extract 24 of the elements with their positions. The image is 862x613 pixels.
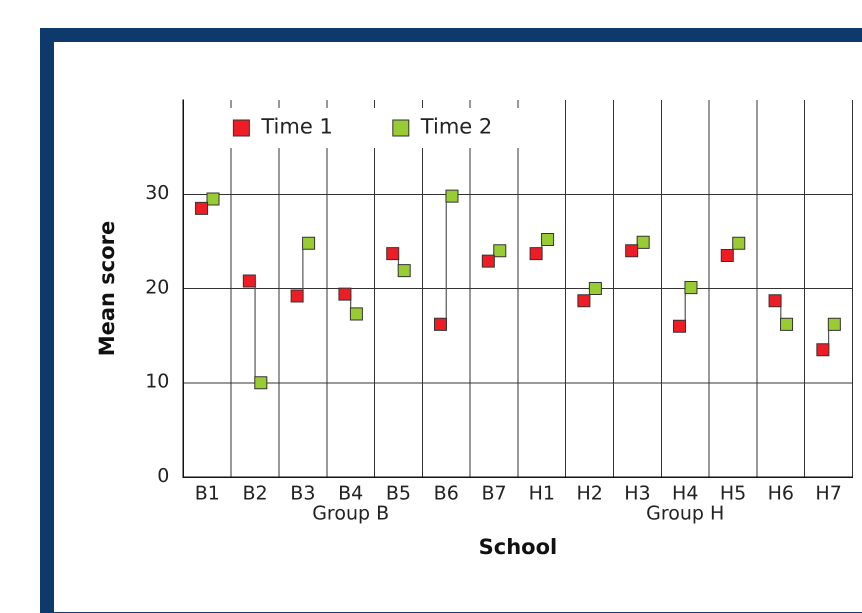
x-tick-label: B5 — [386, 482, 412, 504]
text: Group B — [312, 502, 390, 524]
x-tick-label: H7 — [815, 482, 842, 504]
text: Group H — [646, 502, 724, 524]
x-tick-label: B1 — [194, 482, 220, 504]
x-tick-label: H4 — [672, 482, 698, 504]
y-axis-title: Mean score — [95, 220, 120, 356]
x-tick-label: B7 — [481, 482, 507, 504]
x-tick-label: B4 — [338, 482, 364, 504]
x-tick-label: B6 — [434, 482, 459, 504]
legend-label: Time 2 — [420, 114, 492, 138]
x-axis-title: School — [478, 534, 558, 559]
x-tick-label: B3 — [290, 482, 316, 504]
x-tick-label: H2 — [576, 482, 603, 504]
x-tick-label: H1 — [528, 482, 556, 504]
x-tick-label: H5 — [720, 482, 746, 504]
x-tick-label: B2 — [242, 482, 268, 504]
x-tick-label: H3 — [624, 482, 651, 504]
y-tick-label: 10 — [145, 370, 170, 393]
legend-label: Time 1 — [260, 114, 333, 138]
x-tick-label: H6 — [768, 482, 794, 504]
y-tick-label: 30 — [145, 182, 170, 204]
y-tick-label: 0 — [157, 464, 170, 487]
y-tick-label: 20 — [145, 276, 170, 298]
